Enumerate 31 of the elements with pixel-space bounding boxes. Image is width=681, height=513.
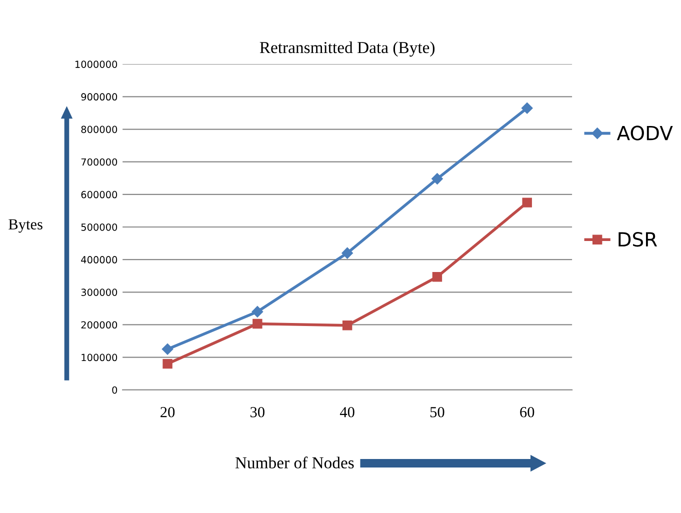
y-tick-label: 1000000 <box>75 60 118 68</box>
y-tick-label: 100000 <box>82 354 118 362</box>
y-tick-label: 200000 <box>81 321 118 329</box>
y-tick-label: 600000 <box>81 190 118 198</box>
x-tick-label: 60 <box>520 406 534 418</box>
x-tick-label: 40 <box>340 406 354 418</box>
point <box>162 358 172 369</box>
x-tick-label: 20 <box>160 406 175 418</box>
point <box>522 198 532 208</box>
y-axis-title: Bytes <box>8 219 42 233</box>
point <box>252 306 264 318</box>
y-tick-label: 500000 <box>81 223 118 231</box>
point <box>432 272 442 282</box>
y-tick-label: 700000 <box>81 158 118 166</box>
point <box>342 320 352 330</box>
point <box>432 173 443 184</box>
point <box>252 318 262 329</box>
chart-title: Retransmitted Data (Byte) <box>260 41 435 57</box>
legend-label: DSR <box>618 232 658 247</box>
y-tick-label: 800000 <box>81 126 118 134</box>
x-tick-label: 50 <box>430 406 444 418</box>
point <box>342 247 353 259</box>
y-tick-label: 300000 <box>81 288 118 296</box>
x-axis-title: Number of Nodes <box>235 456 354 468</box>
legend-label: AODV <box>616 126 673 140</box>
point <box>162 344 174 355</box>
y-tick-label: 400000 <box>81 256 118 264</box>
x-tick-label: 30 <box>250 406 264 418</box>
y-tick-label: 0 <box>112 386 118 394</box>
y-tick-label: 900000 <box>81 93 118 101</box>
point <box>521 102 533 114</box>
